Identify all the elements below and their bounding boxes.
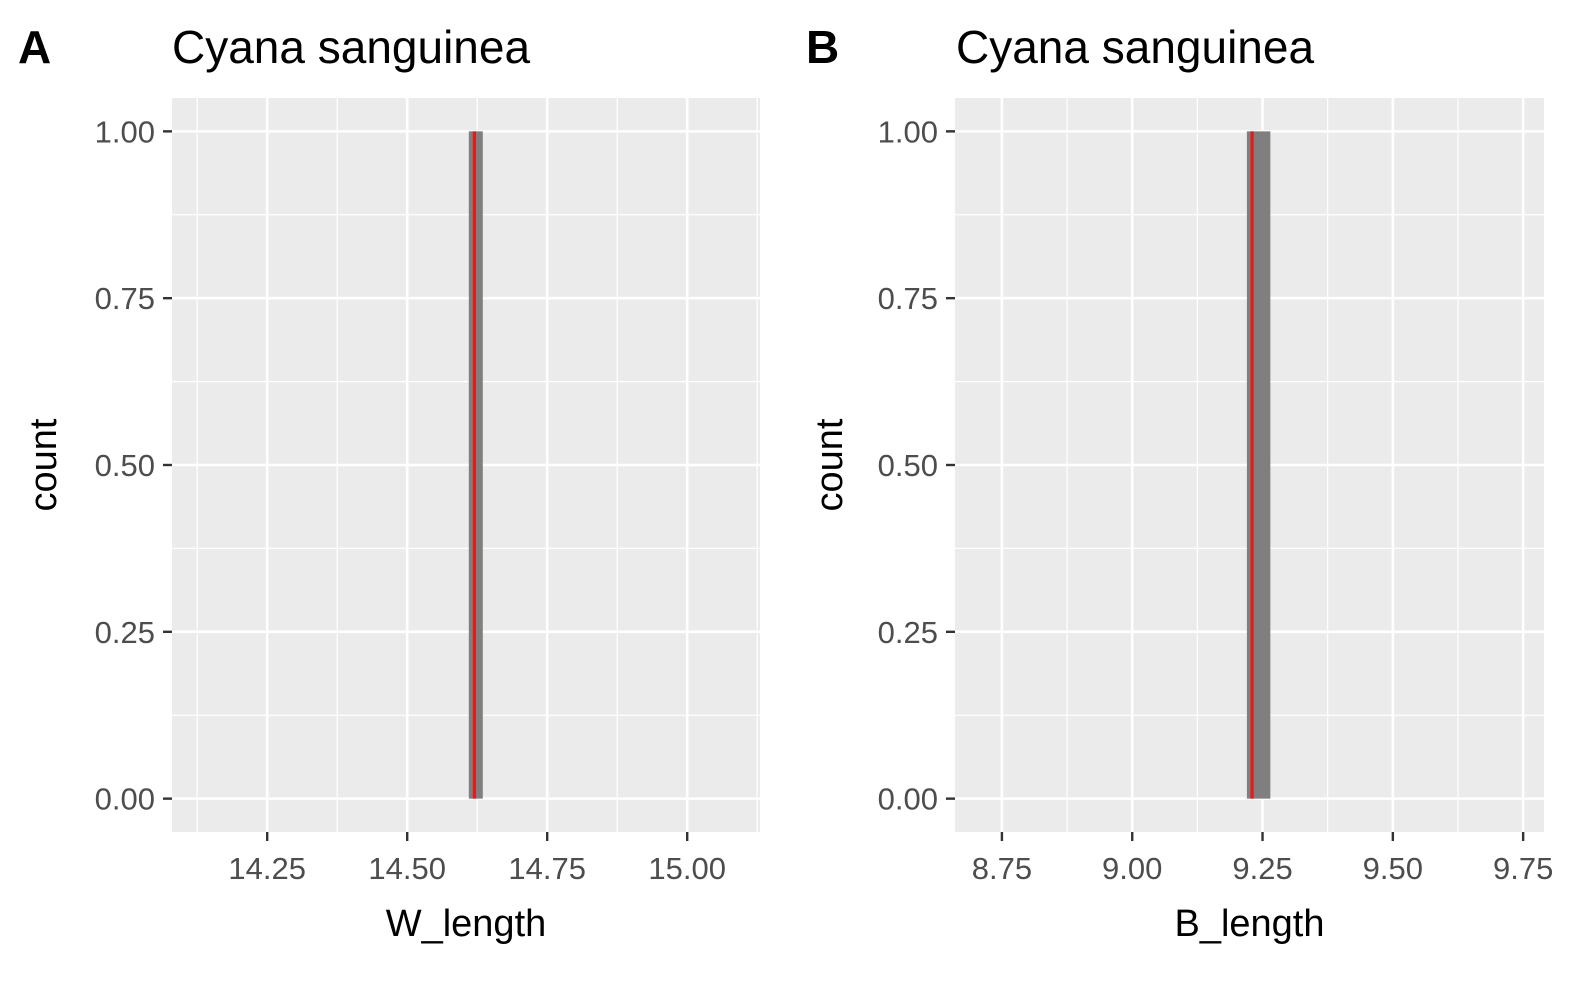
y-tick-label: 0.50 [95,448,155,483]
x-tick-label: 14.50 [368,851,446,886]
y-tick-label: 0.25 [95,615,155,650]
y-axis-title: count [23,418,65,511]
x-tick-label: 15.00 [648,851,726,886]
y-tick-label: 0.75 [878,281,938,316]
y-tick-label: 1.00 [878,114,938,149]
chart-panel-a: A Cyana sanguinea 0.00 0.25 0.50 0.75 1.00 14.2… [18,21,760,945]
y-tick-label: 1.00 [95,114,155,149]
x-tick-label: 9.75 [1493,851,1553,886]
x-tick-label: 8.75 [972,851,1032,886]
histogram-bar [1246,131,1271,799]
x-tick-label: 9.50 [1363,851,1423,886]
x-axis-title: B_length [1174,903,1324,945]
chart-panel-b: B Cyana sanguinea 0.00 0.25 0.50 0.75 1.00 8.75… [806,21,1553,945]
panel-tag: B [806,21,839,73]
chart-title: Cyana sanguinea [172,21,530,73]
y-axis-title: count [809,418,851,511]
x-tick-label: 9.00 [1102,851,1162,886]
x-tick-label: 9.25 [1232,851,1292,886]
x-axis-title: W_length [386,903,547,945]
y-tick-label: 0.50 [878,448,938,483]
y-tick-label: 0.25 [878,615,938,650]
y-tick-label: 0.00 [878,782,938,817]
chart-title: Cyana sanguinea [956,21,1314,73]
y-tick-label: 0.75 [95,281,155,316]
x-tick-label: 14.75 [508,851,586,886]
x-tick-label: 14.25 [228,851,306,886]
panel-tag: A [18,21,51,73]
y-tick-label: 0.00 [95,782,155,817]
